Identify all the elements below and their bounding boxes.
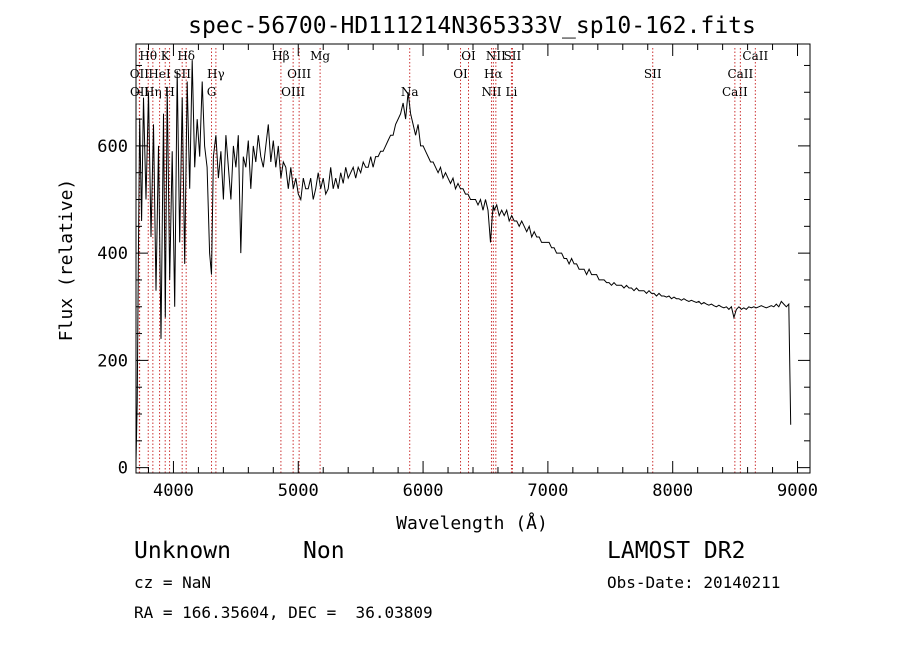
y-tick-label: 0 xyxy=(118,459,128,479)
spectral-line-label: OIII xyxy=(287,67,311,81)
spectral-line-label: NII xyxy=(486,49,506,63)
x-tick-label: 5000 xyxy=(278,481,319,501)
coordinates: RA = 166.35604, DEC = 36.03809 xyxy=(134,603,433,622)
obs-date: Obs-Date: 20140211 xyxy=(607,573,781,592)
redshift-value: cz = NaN xyxy=(134,573,212,592)
spectral-line-markers: OIIOIIHθHηHeIKHSIIHδHγGHβOIIIOIIIMgNaOIO… xyxy=(130,48,768,473)
x-tick-label: 8000 xyxy=(652,481,693,501)
spectral-line-label: CaII xyxy=(727,67,753,81)
spectral-line-label: H xyxy=(164,85,174,99)
x-tick-label: 6000 xyxy=(403,481,444,501)
spectral-line-label: OI xyxy=(461,49,476,63)
spectral-line-label: Hη xyxy=(144,85,162,99)
spectral-line-label: Hδ xyxy=(177,49,195,63)
y-tick-label: 600 xyxy=(97,137,128,157)
spectral-line-label: SII xyxy=(173,67,191,81)
object-class: Non xyxy=(303,538,345,564)
spectral-line-label: CaII xyxy=(722,85,748,99)
spectral-line-label: OI xyxy=(453,67,468,81)
spectral-line-label: Mg xyxy=(310,49,330,63)
x-tick-label: 4000 xyxy=(153,481,194,501)
x-axis-label: Wavelength (Å) xyxy=(396,512,548,534)
y-tick-label: 200 xyxy=(97,351,128,371)
y-axis-label: Flux (relative) xyxy=(56,179,77,342)
spectral-line-label: Hβ xyxy=(272,49,289,63)
spectral-line-label: SII xyxy=(504,49,522,63)
y-tick-label: 400 xyxy=(97,244,128,264)
spectral-line-label: Na xyxy=(401,85,419,99)
chart-title: spec-56700-HD111214N365333V_sp10-162.fit… xyxy=(188,13,756,39)
spectral-line-label: Li xyxy=(506,85,518,99)
spectral-line-label: OIII xyxy=(281,85,305,99)
spectral-line-label: SII xyxy=(644,67,662,81)
spectral-line-label: G xyxy=(207,85,217,99)
x-tick-label: 9000 xyxy=(777,481,818,501)
spectral-line-label: CaII xyxy=(742,49,768,63)
spectral-line-label: Hθ xyxy=(139,49,157,63)
x-tick-label: 7000 xyxy=(527,481,568,501)
axes: 4000 5000 6000 7000 8000 9000 0 200 400 600 xyxy=(97,44,818,501)
spectral-line-label: K xyxy=(161,49,171,63)
survey-name: LAMOST DR2 xyxy=(607,538,746,564)
spectral-line-label: Hα xyxy=(484,67,503,81)
spectral-line-label: NII xyxy=(481,85,501,99)
object-type: Unknown xyxy=(134,538,231,564)
spectrum-line xyxy=(135,60,792,463)
plot-frame xyxy=(135,43,811,474)
spectral-line-label: Hγ xyxy=(207,67,225,81)
spectral-line-label: HeI xyxy=(148,67,171,81)
